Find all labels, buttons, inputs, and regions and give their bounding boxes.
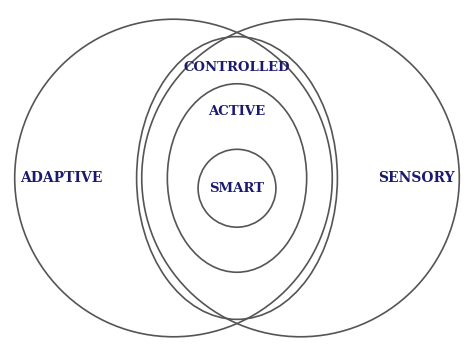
Text: ADAPTIVE: ADAPTIVE xyxy=(19,171,102,185)
Text: SENSORY: SENSORY xyxy=(378,171,455,185)
Text: ACTIVE: ACTIVE xyxy=(209,105,265,118)
Text: CONTROLLED: CONTROLLED xyxy=(184,61,290,74)
Text: SMART: SMART xyxy=(210,182,264,195)
